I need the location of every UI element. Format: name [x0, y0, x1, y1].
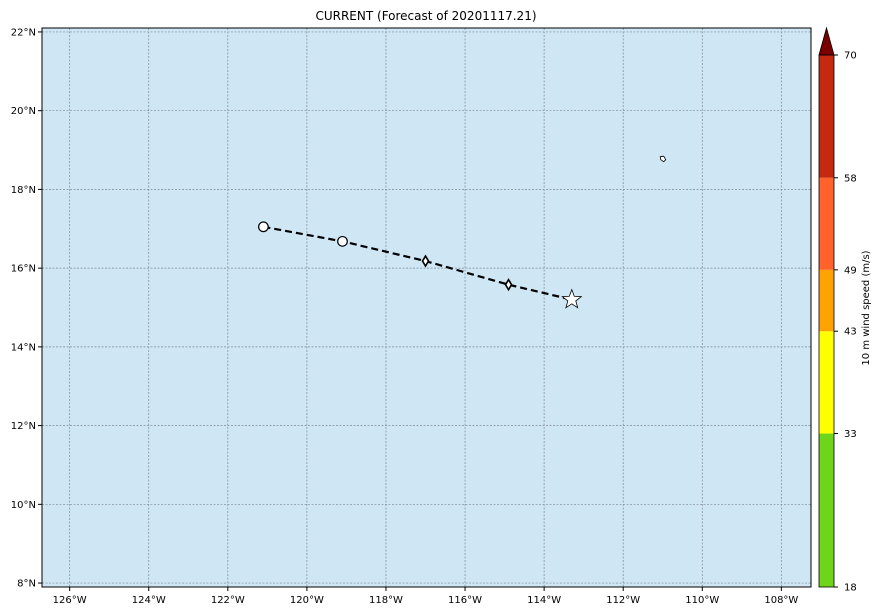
lon-tick-label: 120°W [290, 595, 324, 606]
lat-tick-label: 16°N [11, 264, 36, 275]
map-frame [41, 27, 812, 588]
lon-tick-label: 124°W [132, 595, 166, 606]
colorbar-label: 10 m wind speed (m/s) [861, 250, 872, 365]
lon-tick-label: 122°W [211, 595, 245, 606]
colorbar-tick-label: 58 [844, 173, 857, 184]
colorbar-tick-label: 33 [844, 429, 857, 440]
map-title: CURRENT (Forecast of 20201117.21) [315, 9, 536, 23]
colorbar-segment [819, 177, 834, 270]
lon-tick-label: 118°W [369, 595, 403, 606]
lat-tick-label: 22°N [11, 27, 36, 38]
lon-tick-label: 114°W [527, 595, 561, 606]
track-point-circle [258, 221, 269, 233]
colorbar-extend-arrow [818, 26, 835, 56]
colorbar-tick-label: 43 [844, 327, 857, 338]
lat-tick-label: 20°N [11, 106, 36, 117]
colorbar-frame [818, 54, 835, 588]
lon-tick-label: 126°W [53, 595, 87, 606]
colorbar-segment [819, 55, 834, 178]
storm-track [258, 221, 583, 309]
colorbar-tick-label: 18 [844, 583, 857, 594]
lon-tick-label: 112°W [606, 595, 640, 606]
track-point-circle [337, 235, 348, 247]
longitude-axis: 126°W 124°W 122°W 120°W 118°W 116°W 114°W 112°W… [53, 587, 798, 606]
lat-tick-label: 18°N [11, 185, 36, 196]
colorbar-segment [819, 331, 834, 434]
colorbar-tick-label: 70 [844, 51, 857, 62]
island-shape [659, 155, 667, 163]
latitude-axis: 8°N 10°N 12°N 14°N 16°N 18°N 20°N 22°N [11, 27, 42, 590]
lon-tick-label: 108°W [764, 595, 798, 606]
current-position-star-icon [561, 288, 583, 309]
colorbar-tick-label: 49 [844, 265, 857, 276]
lat-tick-label: 14°N [11, 342, 36, 353]
ocean-background [42, 28, 811, 587]
lon-tick-label: 110°W [685, 595, 719, 606]
lat-tick-label: 12°N [11, 421, 36, 432]
lat-tick-label: 8°N [17, 579, 36, 590]
lat-tick-label: 10°N [11, 500, 36, 511]
colorbar-segment [819, 269, 834, 332]
graticule [42, 28, 811, 587]
track-point-diamond [504, 278, 513, 292]
track-point-diamond [421, 254, 430, 268]
colorbar: 18 33 43 49 58 70 [818, 26, 857, 594]
lon-tick-label: 116°W [448, 595, 482, 606]
colorbar-segment [819, 433, 834, 587]
island-outline [659, 155, 667, 163]
